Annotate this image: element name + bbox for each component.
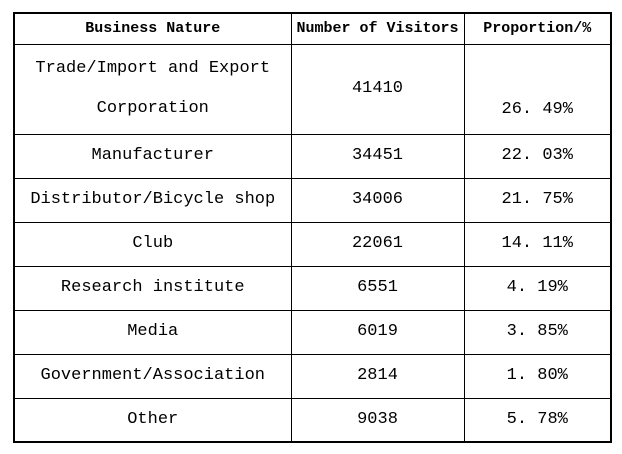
proportion-cell: 21. 75%	[463, 177, 612, 223]
business-nature-cell: Research institute	[13, 265, 292, 311]
visitors-count-cell: 2814	[290, 353, 465, 399]
table-row: Other 9038 5. 78%	[13, 397, 612, 443]
business-nature-cell: Trade/Import and Export Corporation	[13, 43, 292, 135]
business-nature-cell: Media	[13, 309, 292, 355]
business-nature-cell: Government/Association	[13, 353, 292, 399]
table-row: Club 22061 14. 11%	[13, 221, 612, 267]
column-header-business-nature: Business Nature	[13, 12, 292, 45]
visitors-count-cell: 6019	[290, 309, 465, 355]
proportion-cell: 26. 49%	[463, 43, 612, 135]
table-row: Manufacturer 34451 22. 03%	[13, 133, 612, 179]
table-row: Media 6019 3. 85%	[13, 309, 612, 355]
header-row: Business Nature Number of Visitors Propo…	[13, 12, 612, 45]
table-row: Distributor/Bicycle shop 34006 21. 75%	[13, 177, 612, 223]
proportion-cell: 5. 78%	[463, 397, 612, 443]
business-nature-cell: Manufacturer	[13, 133, 292, 179]
column-header-number-of-visitors: Number of Visitors	[290, 12, 465, 45]
visitors-count-cell: 41410	[290, 43, 465, 135]
proportion-cell: 1. 80%	[463, 353, 612, 399]
visitors-count-cell: 34006	[290, 177, 465, 223]
visitors-by-business-nature-table: Business Nature Number of Visitors Propo…	[13, 12, 612, 443]
proportion-cell: 4. 19%	[463, 265, 612, 311]
proportion-cell: 3. 85%	[463, 309, 612, 355]
visitors-count-cell: 6551	[290, 265, 465, 311]
visitors-count-cell: 9038	[290, 397, 465, 443]
visitors-count-cell: 22061	[290, 221, 465, 267]
business-nature-cell: Distributor/Bicycle shop	[13, 177, 292, 223]
table-row: Trade/Import and Export Corporation 4141…	[13, 43, 612, 135]
column-header-proportion: Proportion/%	[463, 12, 612, 45]
proportion-cell: 22. 03%	[463, 133, 612, 179]
proportion-cell: 14. 11%	[463, 221, 612, 267]
visitors-count-cell: 34451	[290, 133, 465, 179]
business-nature-cell: Club	[13, 221, 292, 267]
table-row: Research institute 6551 4. 19%	[13, 265, 612, 311]
table-row: Government/Association 2814 1. 80%	[13, 353, 612, 399]
business-nature-cell: Other	[13, 397, 292, 443]
